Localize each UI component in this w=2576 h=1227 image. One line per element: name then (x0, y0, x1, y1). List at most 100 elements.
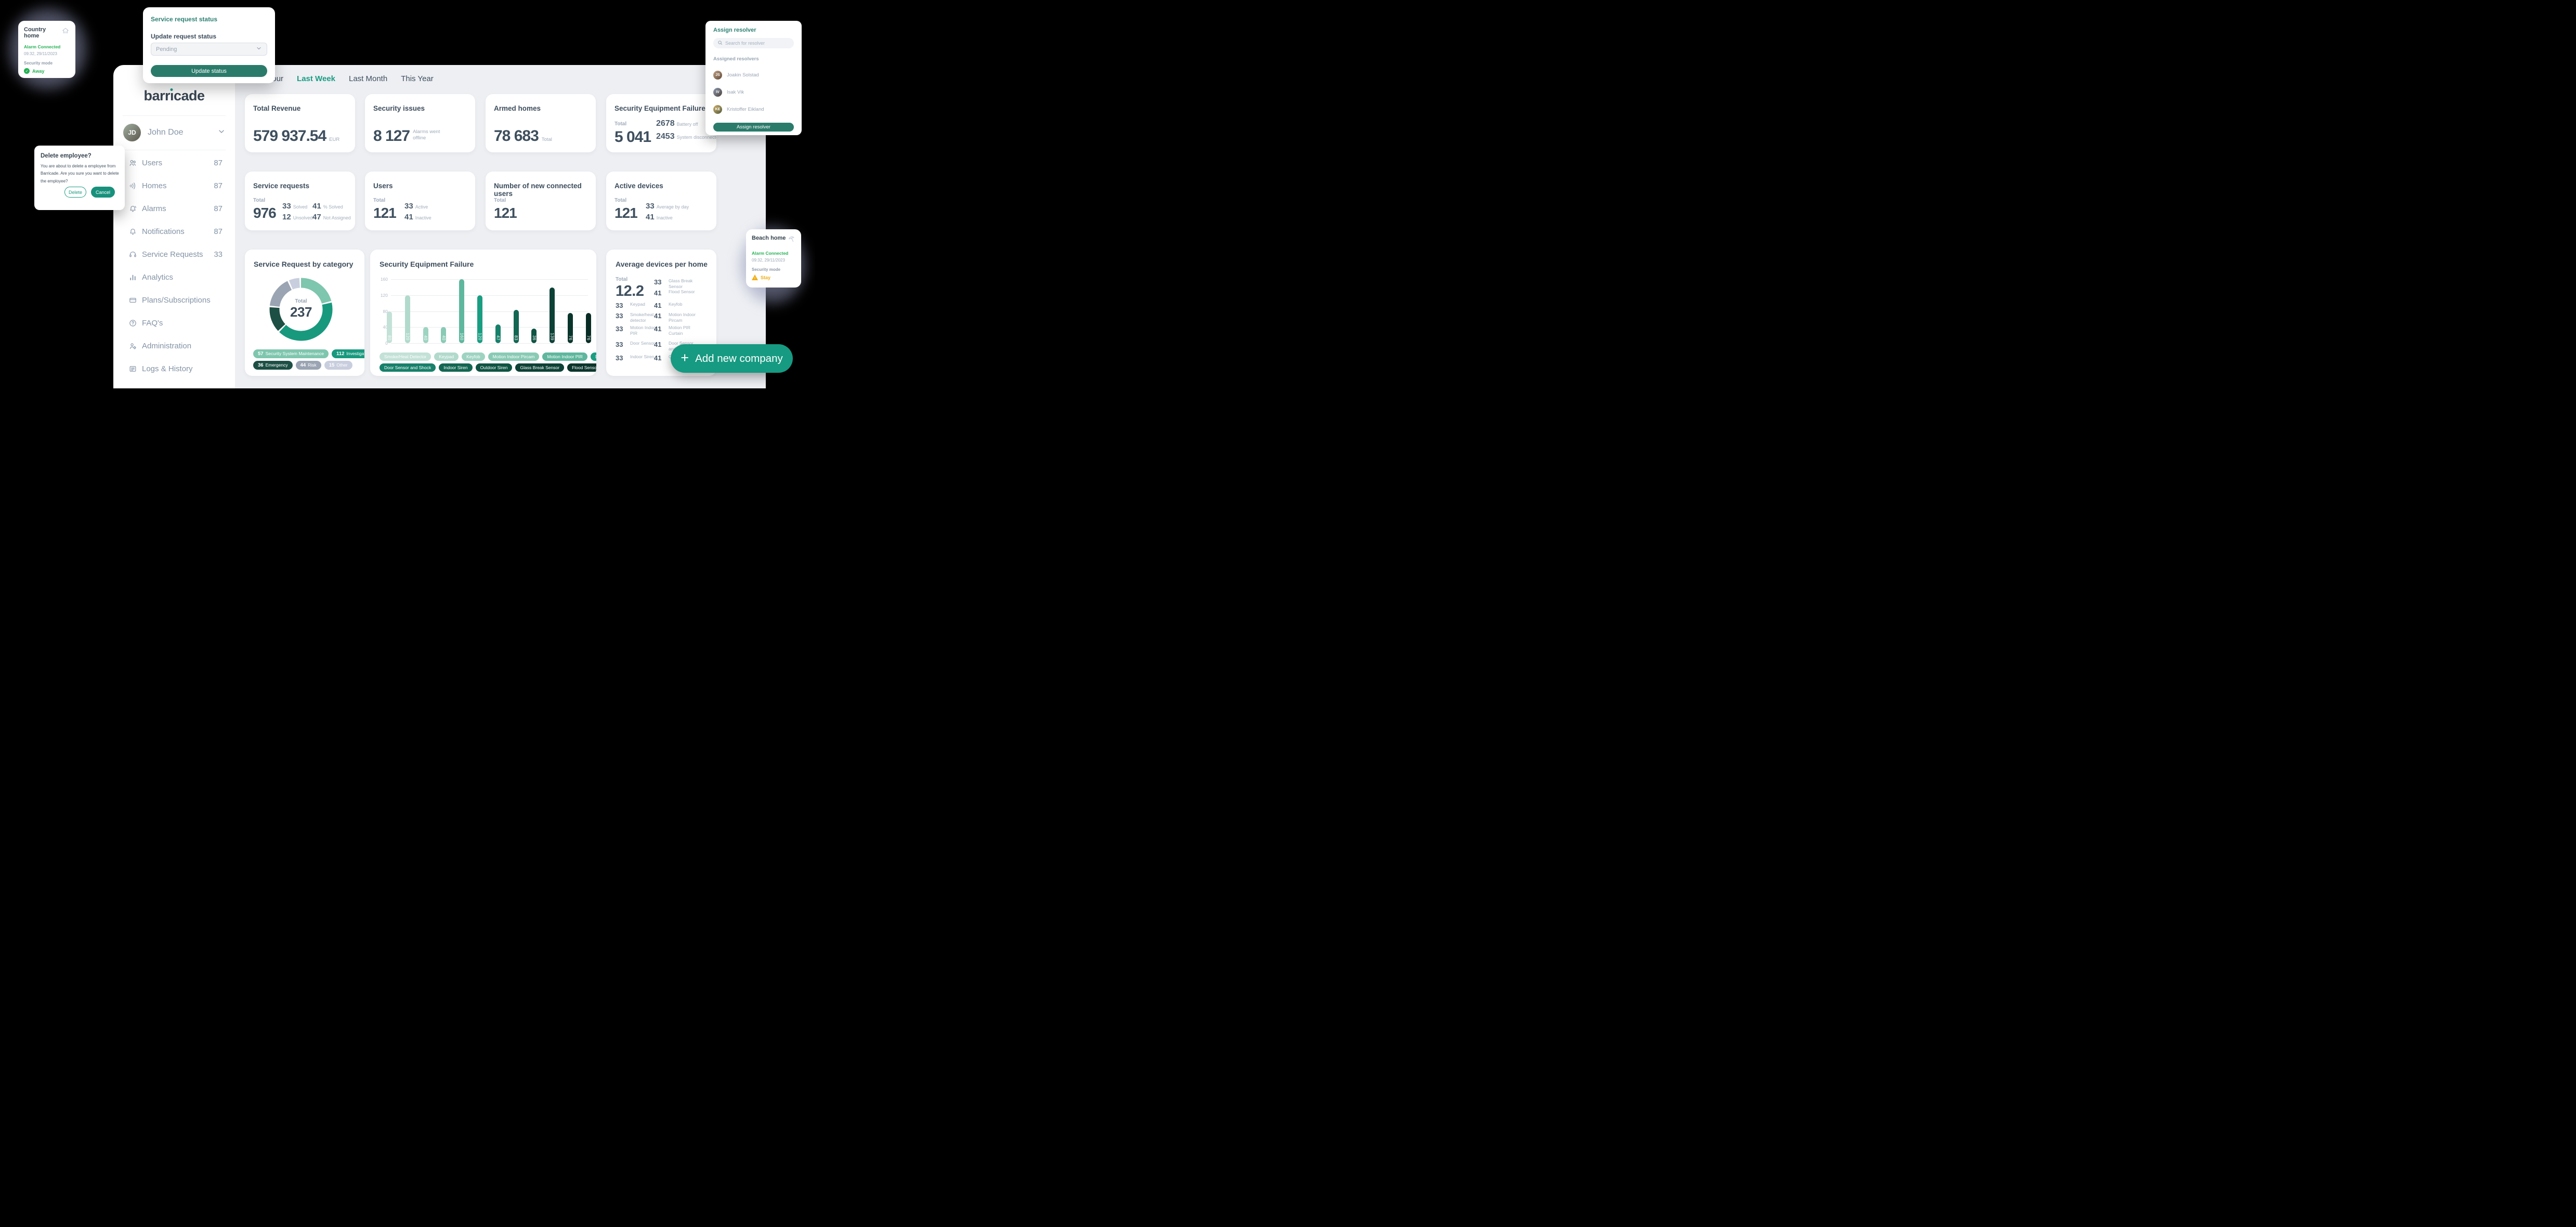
sidebar-item-users[interactable]: Users 87 (113, 151, 235, 174)
beach-home-card[interactable]: Beach home Alarm Connected 09:32, 29/11/… (746, 229, 801, 288)
resolver-row[interactable]: IV Isak Vik (713, 87, 744, 97)
stat-value: 579 937.54 (253, 127, 326, 145)
bar-value-label: 40 (423, 335, 428, 341)
badge-label: Risk (308, 362, 317, 368)
bar-keyfob[interactable]: 40 (423, 327, 428, 343)
alarm-timestamp: 09:32, 29/11/2023 (24, 51, 57, 56)
legend-badge[interactable]: 15 Other (324, 361, 352, 370)
stat-value: 41 (404, 213, 413, 221)
legend-badge[interactable]: Outdoor Siren (475, 363, 513, 372)
card-title: Number of new connected users (494, 182, 582, 198)
user-menu[interactable]: JD John Doe (123, 124, 226, 141)
donut-legend: 57 Security System Maintenance 112 Investi… (253, 349, 364, 370)
legend-badge[interactable]: Glass Break Sensor (515, 363, 565, 372)
stat-value: 41 (654, 325, 662, 333)
legend-badge[interactable]: Smoke/Heat Detector (380, 353, 431, 361)
bell-icon (128, 227, 137, 236)
delete-button[interactable]: Delete (64, 187, 86, 198)
sidebar-item-service-requests[interactable]: Service Requests 33 (113, 243, 235, 266)
sidebar-item-label: Analytics (142, 272, 174, 282)
legend-badge[interactable]: Keyfob (462, 353, 485, 361)
stat-value: 33 (616, 302, 623, 309)
legend-badge[interactable]: Door Sensor (590, 353, 596, 361)
badge-value: 57 (258, 351, 264, 357)
button-label: Add new company (695, 352, 783, 364)
divider (123, 115, 226, 116)
y-axis-tick: 80 (383, 308, 388, 314)
badge-label: Investigation (346, 351, 364, 356)
legend-badge[interactable]: 36 Emergency (253, 361, 293, 370)
sidebar-item-alarms[interactable]: Alarms 87 (113, 197, 235, 220)
donut-segment[interactable] (269, 307, 286, 331)
section-label: Assigned resolvers (713, 56, 759, 62)
bar-outdoor-siren[interactable]: 36 (531, 329, 537, 343)
resolver-row[interactable]: KE Kristoffer Eikland (713, 105, 764, 114)
tab-last-month[interactable]: Last Month (348, 74, 388, 83)
legend-badge[interactable]: 112Investigation (332, 349, 364, 358)
total-label: Total (614, 198, 627, 203)
total-label: Total (373, 198, 386, 203)
bar-keypad[interactable]: 120 (404, 295, 410, 343)
sidebar-item-label: Users (142, 158, 163, 167)
bar-glass-break-sensor[interactable]: 139 (550, 288, 555, 343)
badge-label: Outdoor Siren (480, 365, 508, 370)
bar-value-label: 120 (405, 333, 410, 341)
bar-door-sensor[interactable]: 120 (477, 295, 482, 343)
security-mode-value: Away (32, 68, 45, 74)
cancel-button[interactable]: Cancel (91, 187, 115, 198)
donut-segment[interactable] (269, 281, 292, 307)
bar-door-sensor-and-shock[interactable]: 47 (495, 324, 501, 343)
bar-motion-pir-curtain[interactable]: 76 (585, 312, 591, 343)
sidebar-item-administration[interactable]: Administration (113, 334, 235, 357)
bar-chart-card: Security Equipment Failure 0 40 80 120 160 80… (370, 250, 596, 376)
stat-value: 12 (282, 213, 291, 221)
sidebar-item-faqs[interactable]: FAQ's (113, 311, 235, 334)
sidebar-item-count: 87 (214, 204, 223, 213)
status-select[interactable]: Pending (151, 43, 267, 56)
update-status-button[interactable]: Update status (151, 65, 267, 77)
legend-badge[interactable]: Keypad (434, 353, 459, 361)
bar-motion-indoor-pir[interactable]: 160 (459, 279, 465, 343)
legend-badge[interactable]: 57 Security System Maintenance (253, 349, 329, 358)
add-new-company-button[interactable]: + Add new company (671, 344, 793, 373)
legend-badge[interactable]: Motion Indoor Pircam (488, 353, 540, 361)
tab-this-year[interactable]: This Year (401, 74, 434, 83)
sidebar-item-analytics[interactable]: Analytics (113, 266, 235, 289)
gridline (391, 295, 588, 296)
stat-label: Battery off (676, 122, 698, 127)
donut-segment[interactable] (300, 278, 332, 304)
legend-badge[interactable]: Motion Indoor PIR (542, 353, 587, 361)
y-axis-tick: 0 (385, 341, 388, 346)
sidebar-item-plans[interactable]: Plans/Subscriptions (113, 289, 235, 311)
bar-flood-sensor[interactable]: 76 (568, 312, 573, 343)
donut-total-label: Total (295, 298, 307, 304)
tab-last-week[interactable]: Last Week (297, 74, 335, 83)
bar-value-label: 80 (387, 335, 392, 341)
badge-label: Door Sensor and Shock (384, 365, 431, 370)
bar-value-label: 40 (441, 335, 446, 341)
donut-segment[interactable] (279, 302, 333, 341)
stat-value: 41 (654, 302, 662, 309)
bar-value-label: 160 (459, 333, 464, 341)
time-range-tabs: Last Hour Last Week Last Month This Year (250, 74, 434, 83)
legend-badge[interactable]: Indoor Siren (439, 363, 473, 372)
bar-smoke-heat-detector[interactable]: 80 (387, 311, 392, 343)
total-label: Total (614, 121, 627, 127)
country-home-card[interactable]: Country home Alarm Connected 09:32, 29/1… (18, 21, 75, 78)
list-icon (128, 364, 137, 373)
sidebar-item-notifications[interactable]: Notifications 87 (113, 220, 235, 243)
donut-segment[interactable] (289, 278, 300, 290)
sidebar-item-logs[interactable]: Logs & History (113, 357, 235, 380)
stat-value: 33 (282, 202, 291, 211)
sidebar-item-homes[interactable]: Homes 87 (113, 174, 235, 197)
legend-badge[interactable]: Flood Sensor (567, 363, 596, 372)
bar-motion-indoor-pircam[interactable]: 40 (441, 327, 447, 343)
resolver-row[interactable]: JS Joakin Solstad (713, 70, 759, 80)
resolver-search-input[interactable]: Search for resolver (713, 38, 794, 48)
assign-resolver-button[interactable]: Assign resolver (713, 123, 794, 132)
stat-value: 121 (614, 205, 638, 221)
legend-badge[interactable]: 44 Risk (295, 361, 321, 370)
bar-indoor-siren[interactable]: 83 (513, 310, 519, 343)
bell-icon (128, 204, 137, 213)
legend-badge[interactable]: Door Sensor and Shock (380, 363, 436, 372)
